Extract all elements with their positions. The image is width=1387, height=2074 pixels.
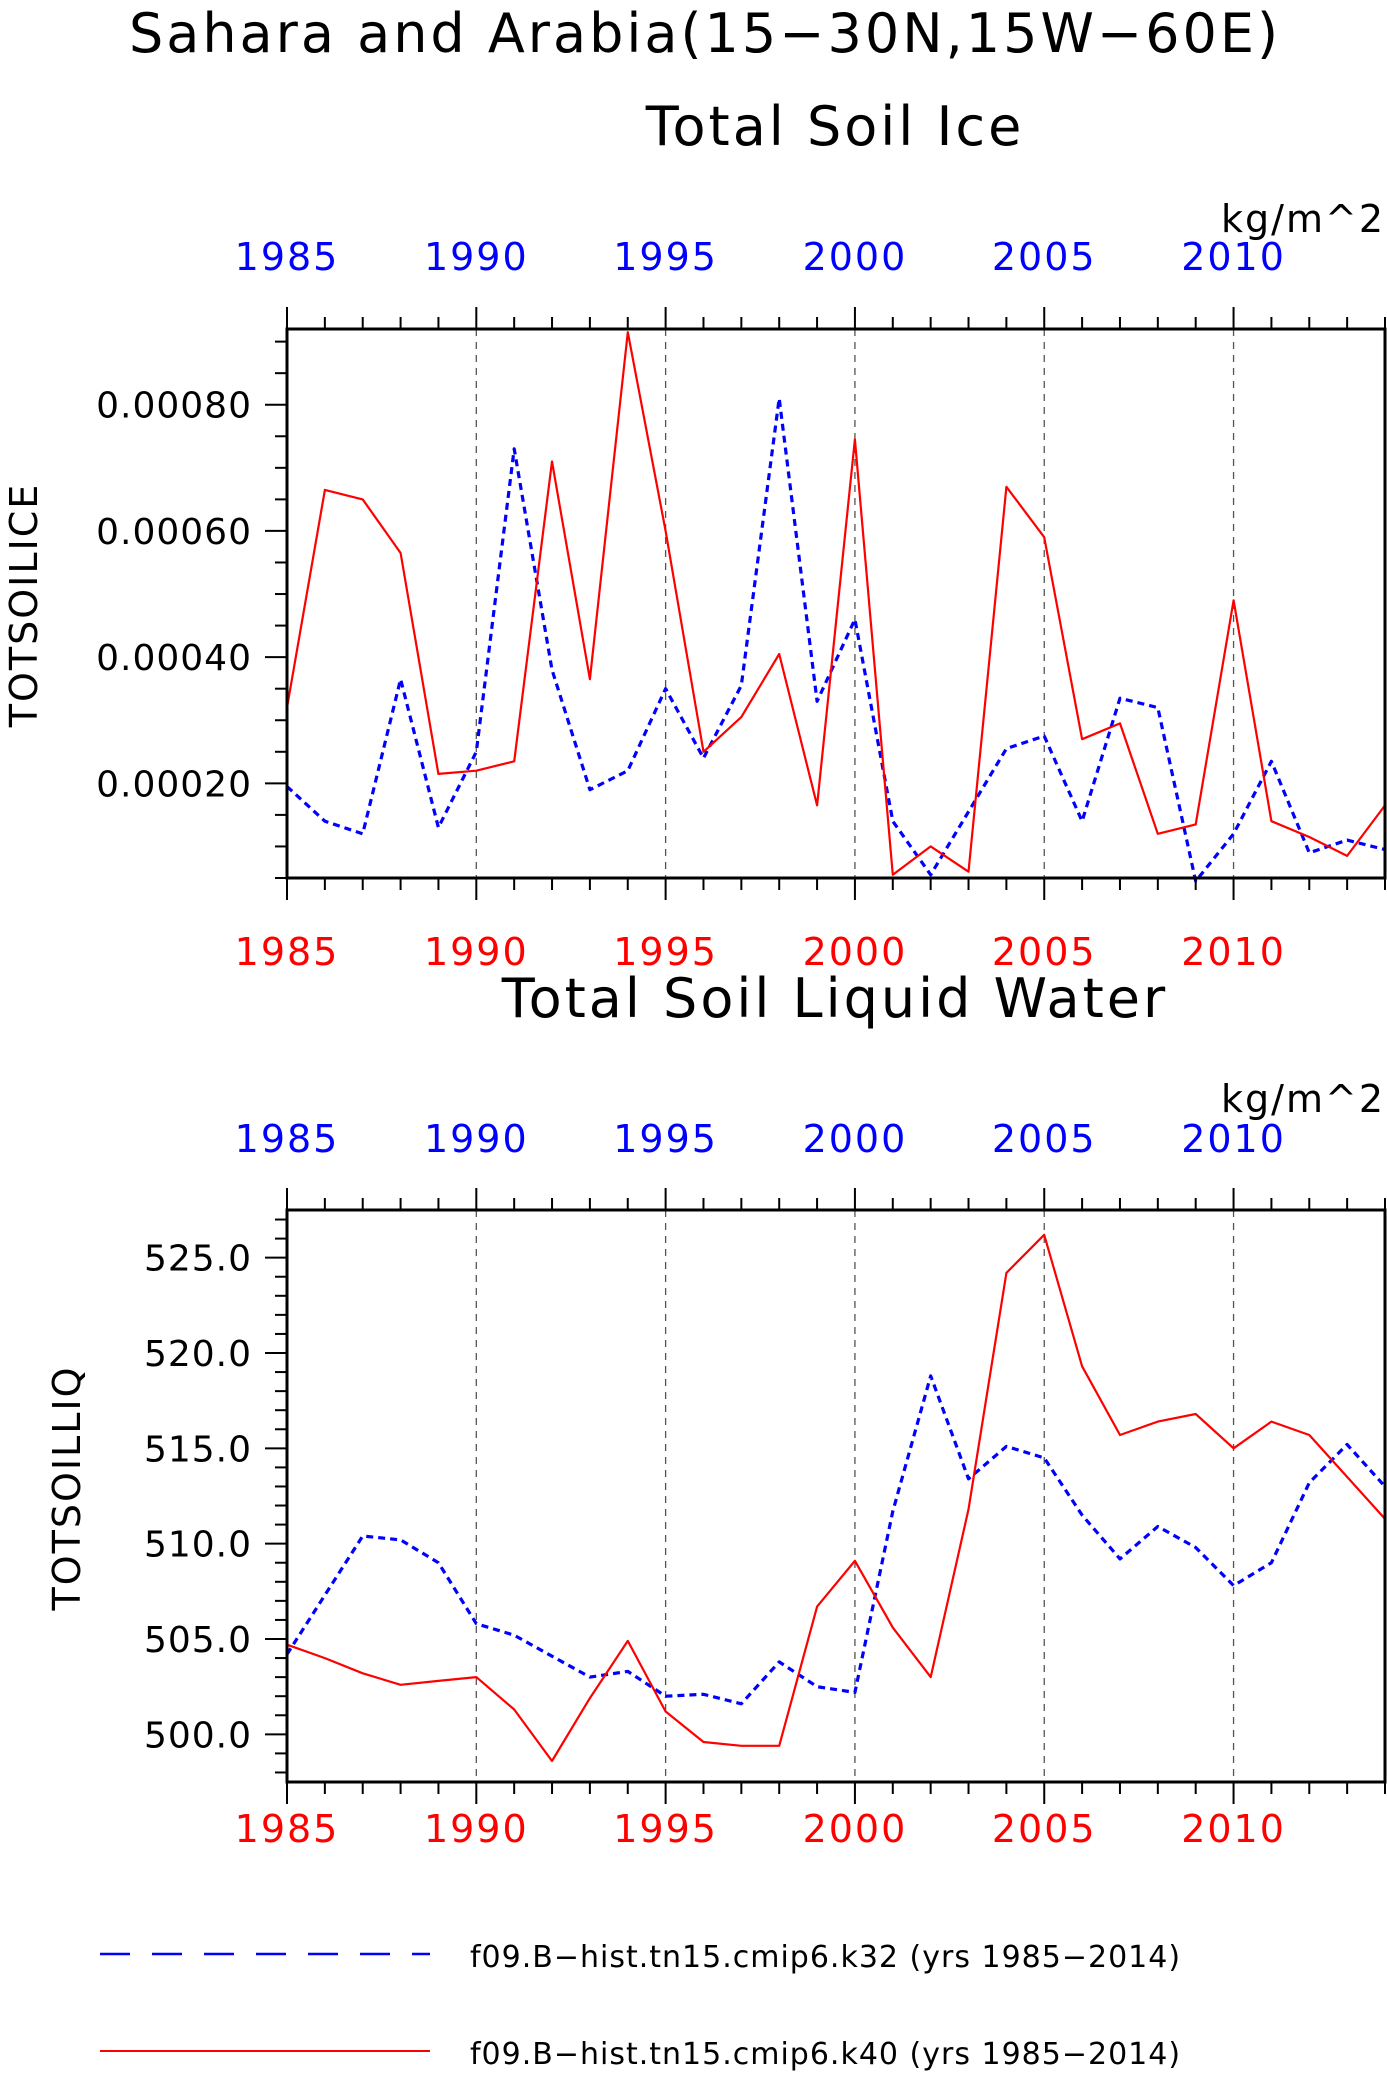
- x-tick-label-bottom: 2010: [1181, 1807, 1286, 1851]
- y-tick-label: 0.00040: [96, 638, 252, 679]
- plot-frame: [285, 1208, 1387, 1784]
- x-tick-label-bottom: 2010: [1181, 930, 1286, 974]
- units-label: kg/m^2: [1221, 1077, 1385, 1121]
- y-tick-label: 510.0: [144, 1525, 252, 1566]
- x-tick-label-top: 2005: [992, 1117, 1097, 1161]
- y-axis-label: TOTSOILICE: [2, 483, 46, 729]
- y-tick-label: 520.0: [144, 1334, 252, 1375]
- x-tick-label-bottom: 2000: [803, 1807, 908, 1851]
- y-axis-label: TOTSOILLIQ: [45, 1365, 89, 1611]
- x-tick-label-bottom: 1990: [424, 930, 529, 974]
- x-tick-label-bottom: 2005: [992, 1807, 1097, 1851]
- panel-total-soil-ice: Total Soil Ice kg/m^2 TOTSOILICE 1985 198…: [2, 95, 1387, 974]
- series-line-k32: [285, 396, 1386, 883]
- y-tick-label: 500.0: [144, 1715, 252, 1756]
- x-tick-label-top: 1985: [235, 235, 340, 279]
- y-tick-label: 0.00080: [96, 386, 252, 427]
- units-label: kg/m^2: [1221, 197, 1385, 241]
- x-tick-label-top: 1990: [424, 1117, 529, 1161]
- legend-label-k40: f09.B−hist.tn15.cmip6.k40 (yrs 1985−2014…: [470, 2037, 1181, 2072]
- x-tick-label-top: 2010: [1181, 1117, 1286, 1161]
- series-line-k32: [285, 1374, 1387, 1706]
- figure-title: Sahara and Arabia(15−30N,15W−60E): [129, 2, 1281, 65]
- x-tick-label-bottom: 2000: [803, 930, 908, 974]
- legend: f09.B−hist.tn15.cmip6.k32 (yrs 1985−2014…: [100, 1940, 1181, 2072]
- x-tick-label-bottom: 1990: [424, 1807, 529, 1851]
- x-tick-label-bottom: 1985: [235, 930, 340, 974]
- x-tick-label-bottom: 2005: [992, 930, 1097, 974]
- x-tick-label-bottom: 1995: [613, 930, 718, 974]
- y-tick-label: 505.0: [144, 1620, 252, 1661]
- x-tick-label-bottom: 1995: [613, 1807, 718, 1851]
- y-tick-label: 0.00020: [96, 764, 252, 805]
- x-tick-label-top: 1990: [424, 235, 529, 279]
- panel-title: Total Soil Liquid Water: [501, 967, 1168, 1030]
- x-tick-label-top: 2010: [1181, 235, 1286, 279]
- legend-label-k32: f09.B−hist.tn15.cmip6.k32 (yrs 1985−2014…: [470, 1940, 1181, 1975]
- series-line-k40: [286, 1233, 1386, 1763]
- x-tick-label-bottom: 1985: [235, 1807, 340, 1851]
- plot-frame: [285, 327, 1387, 880]
- panel-title: Total Soil Ice: [645, 95, 1025, 158]
- y-tick-label: 515.0: [144, 1429, 252, 1470]
- x-tick-label-top: 2005: [992, 235, 1097, 279]
- x-tick-label-top: 1985: [235, 1117, 340, 1161]
- x-tick-label-top: 2000: [803, 235, 908, 279]
- series-line-k40: [285, 331, 1386, 876]
- panel-total-soil-liquid-water: Total Soil Liquid Water kg/m^2 TOTSOILLI…: [45, 967, 1387, 1851]
- x-tick-label-top: 1995: [613, 1117, 718, 1161]
- x-tick-label-top: 2000: [803, 1117, 908, 1161]
- y-tick-label: 525.0: [144, 1239, 252, 1280]
- y-tick-label: 0.00060: [96, 512, 252, 553]
- x-tick-label-top: 1995: [613, 235, 718, 279]
